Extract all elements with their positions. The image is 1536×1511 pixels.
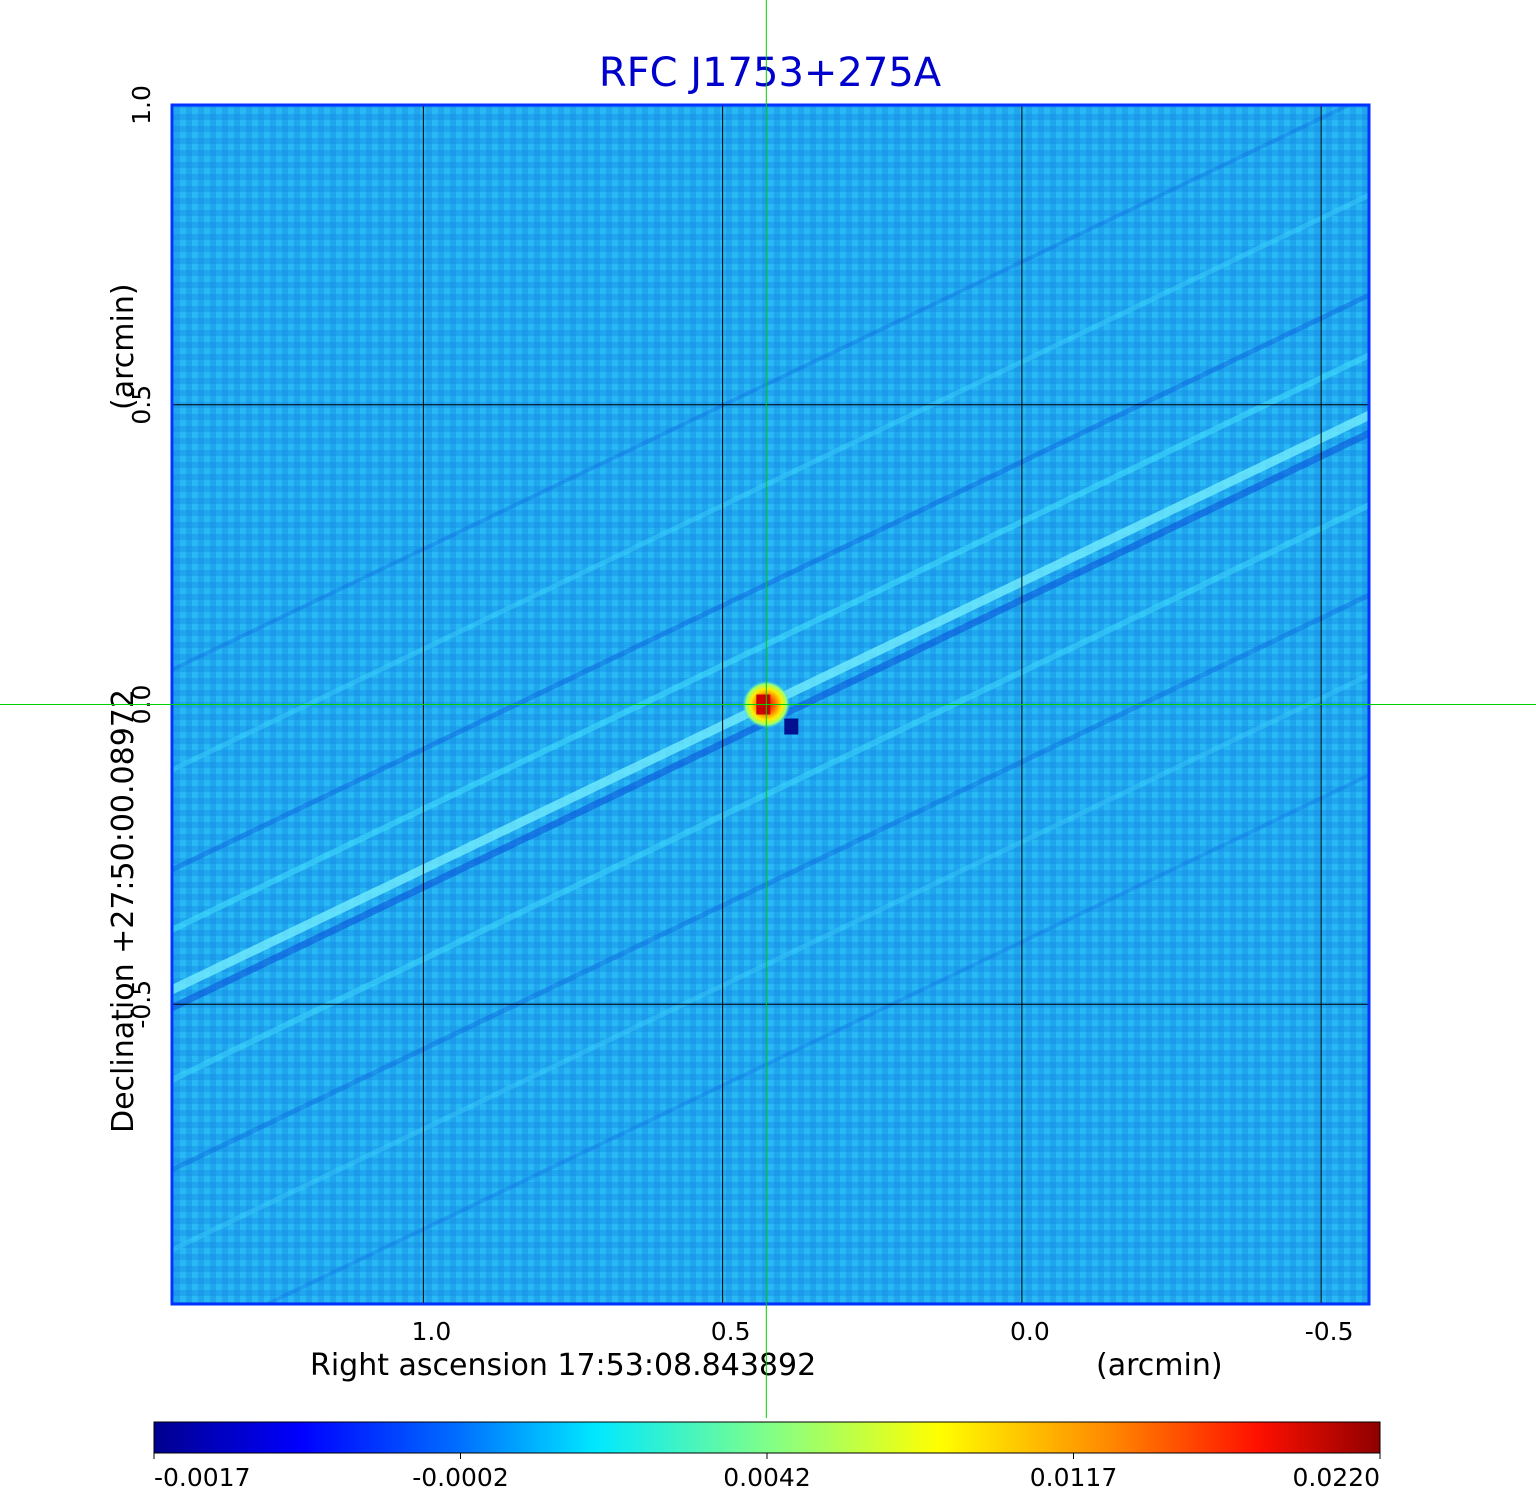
stripe-8 [172, 105, 1354, 672]
colorbar-label: 0.0042 [723, 1463, 810, 1492]
image-field [172, 105, 1369, 1304]
y-axis-unit: (arcmin) [106, 283, 141, 410]
colorbar-label: -0.0017 [154, 1463, 251, 1492]
colorbar-label: 0.0117 [1030, 1463, 1117, 1492]
chart-title: RFC J1753+275A [599, 50, 942, 96]
x-axis-unit: (arcmin) [1096, 1348, 1223, 1383]
x-tick-label: 0.5 [711, 1317, 751, 1346]
stripe-2 [172, 351, 1369, 934]
colorbar-label: 0.0220 [1293, 1463, 1380, 1492]
x-tick-labels: 1.0 0.5 0.0 -0.5 [411, 1317, 1353, 1346]
stripe-6 [172, 192, 1369, 773]
source-negative-lobe [784, 718, 799, 735]
stripe-4 [172, 501, 1369, 1084]
y-axis-label: Declination +27:50:00.08972 [106, 689, 141, 1133]
y-tick-label: -0.5 [127, 980, 156, 1029]
stripe-3 [172, 292, 1369, 873]
x-tick-label: 0.0 [1010, 1317, 1050, 1346]
stripe-7 [172, 672, 1369, 1253]
colorbar-ticks: -0.0017 -0.0002 0.0042 0.0117 0.0220 [153, 1453, 1381, 1492]
stripe-5 [172, 592, 1369, 1173]
colorbar-label: -0.0002 [412, 1463, 509, 1492]
stripe-9 [262, 772, 1369, 1304]
y-tick-label: 1.0 [127, 85, 156, 125]
x-tick-label: 1.0 [411, 1317, 451, 1346]
y-tick-label: 0.5 [127, 385, 156, 425]
x-axis-label: Right ascension 17:53:08.843892 [310, 1348, 816, 1383]
x-tick-label: -0.5 [1305, 1317, 1354, 1346]
colorbar [153, 1421, 1381, 1454]
crosshair [0, 0, 1536, 1418]
y-tick-labels: 1.00.50.0-0.5 [127, 85, 156, 1029]
